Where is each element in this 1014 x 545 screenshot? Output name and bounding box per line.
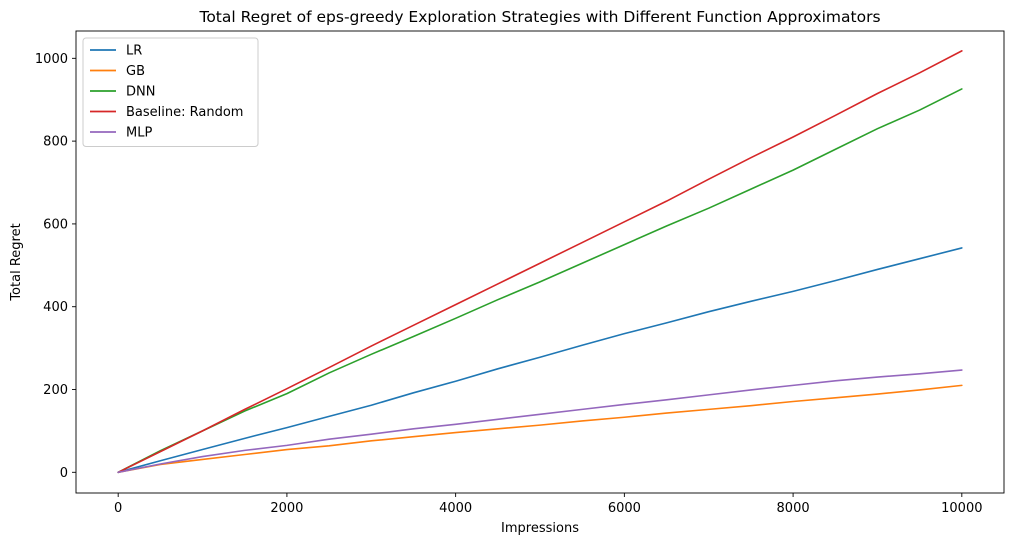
x-tick-label: 2000: [270, 501, 303, 516]
y-axis-label: Total Regret: [9, 223, 24, 301]
legend-label: LR: [126, 44, 142, 59]
y-tick-label: 800: [43, 135, 68, 150]
x-axis-label: Impressions: [501, 521, 579, 536]
y-tick-label: 400: [43, 300, 68, 315]
x-tick-label: 0: [114, 501, 122, 516]
x-tick-label: 10000: [941, 501, 982, 516]
y-tick-label: 200: [43, 383, 68, 398]
legend-box: [83, 38, 258, 147]
legend-label: GB: [126, 64, 145, 79]
legend-label: Baseline: Random: [126, 105, 243, 120]
x-tick-label: 6000: [608, 501, 641, 516]
y-tick-label: 1000: [35, 52, 68, 67]
legend-label: MLP: [126, 126, 152, 141]
x-tick-label: 8000: [777, 501, 810, 516]
y-tick-label: 600: [43, 217, 68, 232]
chart-title: Total Regret of eps-greedy Exploration S…: [198, 8, 880, 26]
x-tick-label: 4000: [439, 501, 472, 516]
y-axis: 0 200 400 600 800 1000: [35, 52, 76, 481]
x-axis: 0 2000 4000 6000 8000 10000: [114, 493, 982, 516]
legend: LR GB DNN Baseline: Random MLP: [83, 38, 258, 147]
y-tick-label: 0: [60, 466, 68, 481]
legend-label: DNN: [126, 85, 155, 100]
